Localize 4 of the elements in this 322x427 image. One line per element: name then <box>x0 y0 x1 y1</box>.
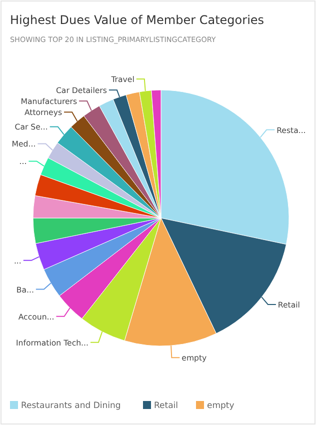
legend-label: empty <box>207 401 234 411</box>
legend-label: Restaurants and Dining <box>21 401 121 411</box>
legend-label: Retail <box>154 401 178 411</box>
chart-title: Highest Dues Value of Member Categories <box>10 13 264 27</box>
